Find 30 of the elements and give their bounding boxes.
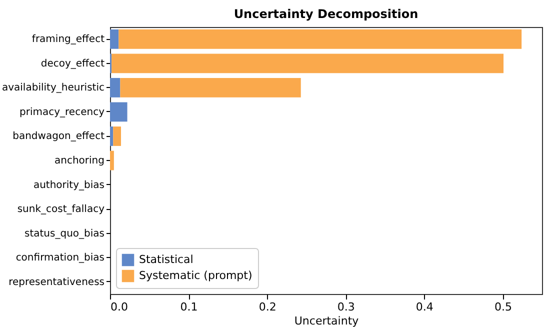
y-tick-label: bandwagon_effect (12, 131, 105, 142)
x-tick-label: 0.3 (337, 300, 355, 314)
x-tick-label: 0.2 (258, 300, 276, 314)
x-axis-title: Uncertainty (294, 314, 360, 327)
x-tick-label: 0.5 (494, 300, 512, 314)
bar (120, 78, 301, 98)
y-tick-label: representativeness (8, 276, 104, 288)
bar (118, 29, 522, 49)
bar (112, 54, 504, 74)
bar (110, 150, 114, 170)
y-tick-label: authority_bias (33, 180, 104, 191)
x-tick-label: 0.4 (416, 300, 434, 314)
y-tick-label: status_quo_bias (24, 228, 104, 240)
chart-title: Uncertainty Decomposition (234, 7, 418, 21)
bar (110, 102, 128, 122)
legend-label: Statistical (139, 253, 194, 266)
bar (113, 126, 121, 146)
x-tick-label: 0.0 (110, 300, 128, 314)
x-tick-label: 0.1 (180, 300, 198, 314)
y-tick-label: primacy_recency (20, 106, 105, 118)
y-tick-label: framing_effect (32, 34, 105, 46)
bar (110, 78, 120, 98)
y-tick-label: anchoring (54, 156, 104, 166)
bar (110, 126, 114, 146)
legend-label: Systematic (prompt) (139, 269, 252, 282)
y-tick-label: decoy_effect (40, 58, 105, 70)
y-tick-label: sunk_cost_fallacy (17, 204, 105, 216)
bar (110, 29, 119, 49)
y-tick-label: availability_heuristic (2, 82, 104, 94)
y-tick-label: confirmation_bias (16, 252, 104, 264)
